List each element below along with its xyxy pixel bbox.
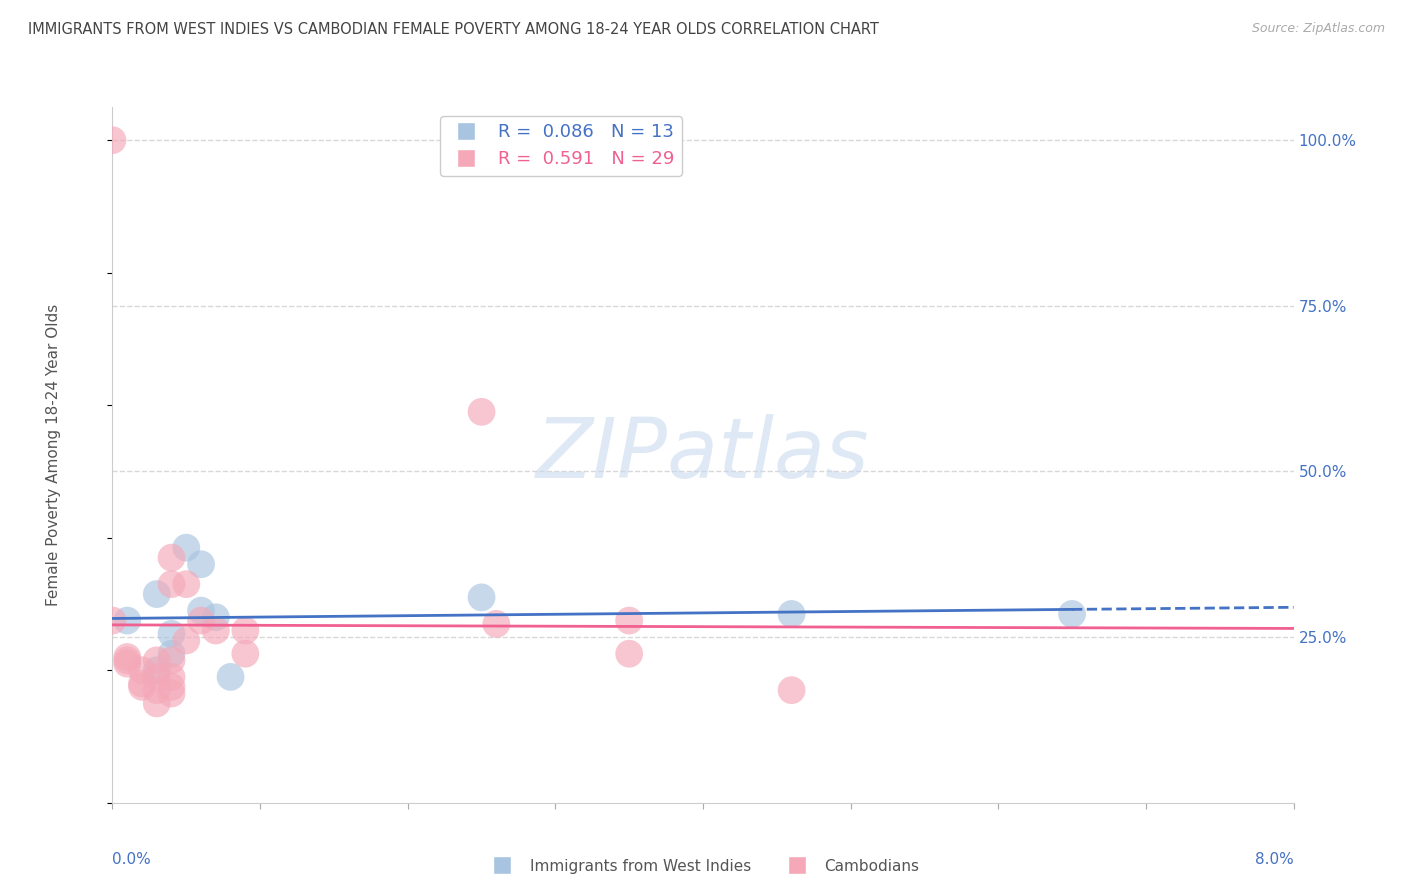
Point [190,558,212,572]
Text: 8.0%: 8.0% [1254,852,1294,866]
Point [160,670,183,684]
Point [160,680,183,694]
Text: IMMIGRANTS FROM WEST INDIES VS CAMBODIAN FEMALE POVERTY AMONG 18-24 YEAR OLDS CO: IMMIGRANTS FROM WEST INDIES VS CAMBODIAN… [28,22,879,37]
Point [619,614,641,628]
Point [190,604,212,618]
Point [160,686,183,700]
Text: Source: ZipAtlas.com: Source: ZipAtlas.com [1251,22,1385,36]
Point [117,614,138,628]
Point [160,653,183,667]
Point [174,577,197,591]
Point [471,591,494,605]
Point [471,405,494,419]
Point [205,610,228,624]
Point [780,607,803,621]
Point [233,624,256,638]
Point [174,633,197,648]
Point [160,550,183,565]
Point [146,683,169,698]
Point [190,614,212,628]
Point [485,616,508,631]
Point [146,670,169,684]
Text: ZIPatlas: ZIPatlas [536,415,870,495]
Legend: Immigrants from West Indies, Cambodians: Immigrants from West Indies, Cambodians [481,853,925,880]
Legend: R =  0.086   N = 13, R =  0.591   N = 29: R = 0.086 N = 13, R = 0.591 N = 29 [440,116,682,176]
Point [233,647,256,661]
Point [131,663,153,677]
Point [131,676,153,690]
Point [205,624,228,638]
Point [101,133,124,147]
Point [146,653,169,667]
Text: 0.0%: 0.0% [112,852,152,866]
Point [219,670,242,684]
Point [1062,607,1084,621]
Point [117,650,138,665]
Point [146,697,169,711]
Point [780,683,803,698]
Point [117,653,138,667]
Point [131,680,153,694]
Point [160,627,183,641]
Point [160,647,183,661]
Point [146,587,169,601]
Point [619,647,641,661]
Point [146,663,169,677]
Point [117,657,138,671]
Text: Female Poverty Among 18-24 Year Olds: Female Poverty Among 18-24 Year Olds [46,304,60,606]
Point [160,577,183,591]
Point [174,541,197,555]
Point [101,614,124,628]
